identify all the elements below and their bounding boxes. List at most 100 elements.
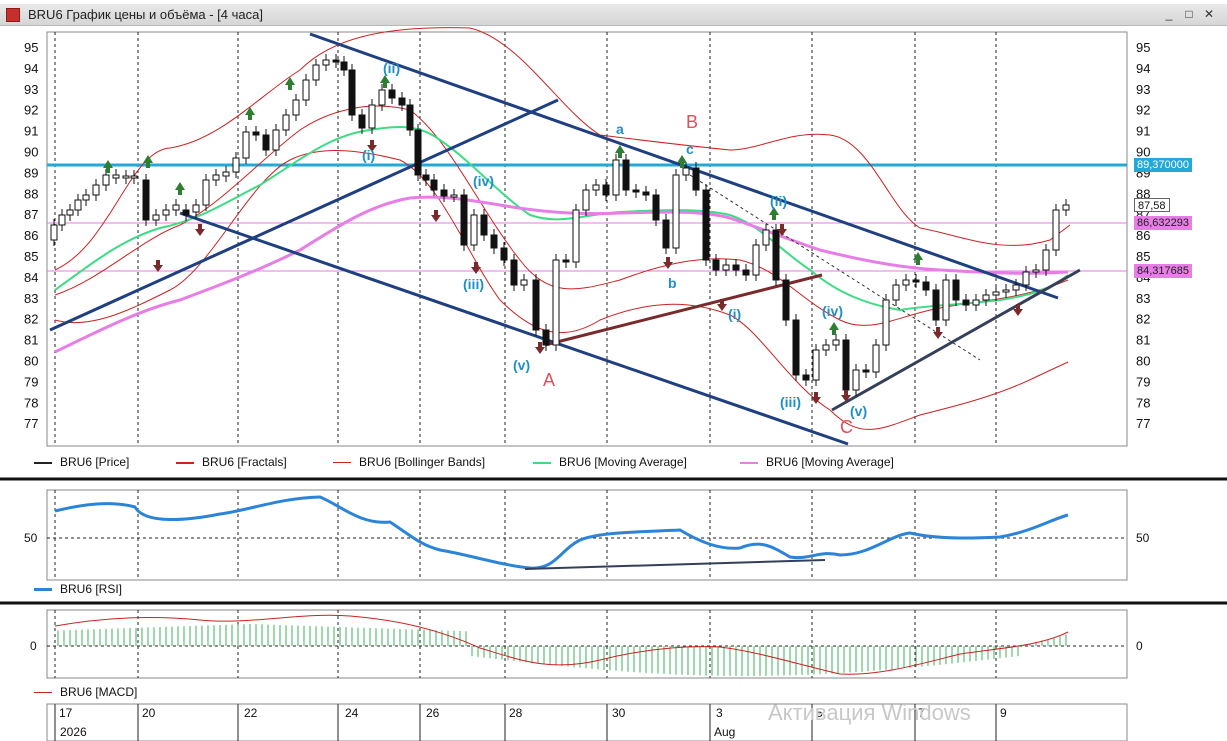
candle-body — [812, 349, 820, 381]
candles — [50, 54, 1070, 396]
fractal-down-arrow — [1013, 304, 1023, 316]
date-label: 5 — [816, 706, 823, 720]
trend-line-red[interactable] — [544, 273, 823, 347]
candle-body — [542, 329, 550, 346]
legend-bollinger[interactable]: BRU6 [Bollinger Bands] — [333, 455, 485, 469]
legend-ma-green[interactable]: BRU6 [Moving Average] — [533, 455, 687, 469]
candle-body — [662, 219, 670, 249]
candle-body — [622, 159, 630, 191]
price-axis-label: 79 — [1136, 374, 1150, 389]
candle-body — [92, 184, 100, 196]
date-label: 26 — [426, 706, 440, 720]
legend-rsi[interactable]: BRU6 [RSI] — [34, 582, 122, 596]
candle-body — [732, 264, 740, 271]
candle-body — [192, 204, 200, 213]
channel-lower-line[interactable] — [179, 211, 849, 446]
windows-activation-watermark: Активация Windows — [768, 700, 971, 725]
candle-body — [332, 59, 340, 63]
price-tag-pink-lower: 84,317685 — [1134, 264, 1192, 278]
candle-body — [562, 259, 570, 263]
candle-body — [1062, 204, 1070, 211]
fractal-up-arrow — [103, 160, 113, 173]
fractal-down-arrow — [535, 342, 545, 354]
fractal-up-arrow — [615, 145, 625, 158]
fractal-down-arrow — [431, 210, 441, 222]
price-axis-label: 93 — [24, 82, 38, 97]
price-axis-label: 80 — [24, 354, 38, 369]
legend-swatch — [34, 692, 52, 694]
fractal-up-arrow — [175, 182, 185, 195]
legend-label: BRU6 [Moving Average] — [559, 455, 687, 469]
fractal-down-arrow — [933, 327, 943, 339]
candle-body — [232, 157, 240, 173]
date-label: 7 — [918, 706, 925, 720]
candle-body — [982, 294, 990, 301]
legend-ma-pink[interactable]: BRU6 [Moving Average] — [740, 455, 894, 469]
legend-macd[interactable]: BRU6 [MACD] — [34, 685, 137, 699]
moving-average-pink — [54, 195, 1069, 354]
rsi-divergence-line — [524, 559, 826, 570]
candle-body — [612, 159, 620, 196]
wave-label: (ii) — [770, 193, 787, 209]
trend-line-support[interactable] — [831, 268, 1081, 412]
candle-body — [480, 214, 488, 236]
candle-body — [972, 299, 980, 306]
rsi-axis-label-right: 50 — [1136, 531, 1150, 545]
candle-body — [862, 369, 870, 373]
candle-body — [398, 97, 406, 106]
candle-body — [602, 184, 610, 196]
date-ticks — [54, 704, 997, 741]
close-button[interactable]: ✕ — [1203, 7, 1215, 21]
legend-label: BRU6 [RSI] — [60, 582, 123, 596]
date-label: 9 — [1000, 706, 1007, 720]
candle-body — [822, 344, 830, 351]
price-axis-label: 95 — [24, 40, 38, 55]
price-axis-label: 81 — [1136, 333, 1150, 348]
date-label: 24 — [345, 706, 359, 720]
price-axis-label: 82 — [1136, 312, 1150, 327]
minimize-button[interactable]: _ — [1165, 7, 1173, 21]
price-axis-label: 83 — [1136, 291, 1150, 306]
price-tag-blue-level: 89,370000 — [1134, 158, 1192, 172]
legend-label: BRU6 [Moving Average] — [766, 455, 894, 469]
macd-axis-label-right: 0 — [1136, 639, 1143, 653]
candle-body — [922, 281, 930, 291]
candle-body — [592, 184, 600, 191]
candle-body — [882, 299, 890, 346]
price-axis-label: 84 — [24, 270, 38, 285]
candle-body — [692, 167, 700, 191]
trend-line-rising[interactable] — [49, 98, 559, 332]
candle-body — [490, 234, 498, 249]
candle-body — [212, 174, 220, 181]
price-axis-label: 94 — [24, 61, 38, 76]
price-axis-label: 89 — [24, 165, 38, 180]
date-label: 28 — [509, 706, 523, 720]
candle-body — [470, 214, 478, 246]
date-month: Aug — [714, 725, 736, 739]
price-axis-label: 86 — [1136, 228, 1150, 243]
legend-fractals[interactable]: BRU6 [Fractals] — [176, 455, 287, 469]
legend-price[interactable]: BRU6 [Price] — [34, 455, 129, 469]
candle-body — [162, 209, 170, 216]
wave-label: (iv) — [473, 173, 494, 189]
candle-body — [942, 279, 950, 321]
main-pane-border — [46, 31, 1128, 447]
candle-body — [58, 214, 66, 226]
price-axis-label: 91 — [24, 124, 38, 139]
candle-body — [682, 167, 690, 176]
fractal-down-arrow — [811, 392, 821, 404]
candle-body — [842, 339, 850, 391]
candle-body — [912, 279, 920, 283]
maximize-button[interactable]: □ — [1185, 7, 1193, 21]
candle-body — [122, 175, 130, 179]
candle-body — [500, 247, 508, 261]
fractal-down-arrow — [153, 260, 163, 272]
legend-label: BRU6 [Price] — [60, 455, 130, 469]
window-title: BRU6 График цены и объёма - [4 часа] — [28, 7, 263, 22]
fractal-down-arrow — [663, 257, 673, 269]
fractal-up-arrow — [913, 252, 923, 265]
wave-label: (iv) — [822, 303, 843, 319]
wave-label: (iii) — [780, 394, 801, 410]
